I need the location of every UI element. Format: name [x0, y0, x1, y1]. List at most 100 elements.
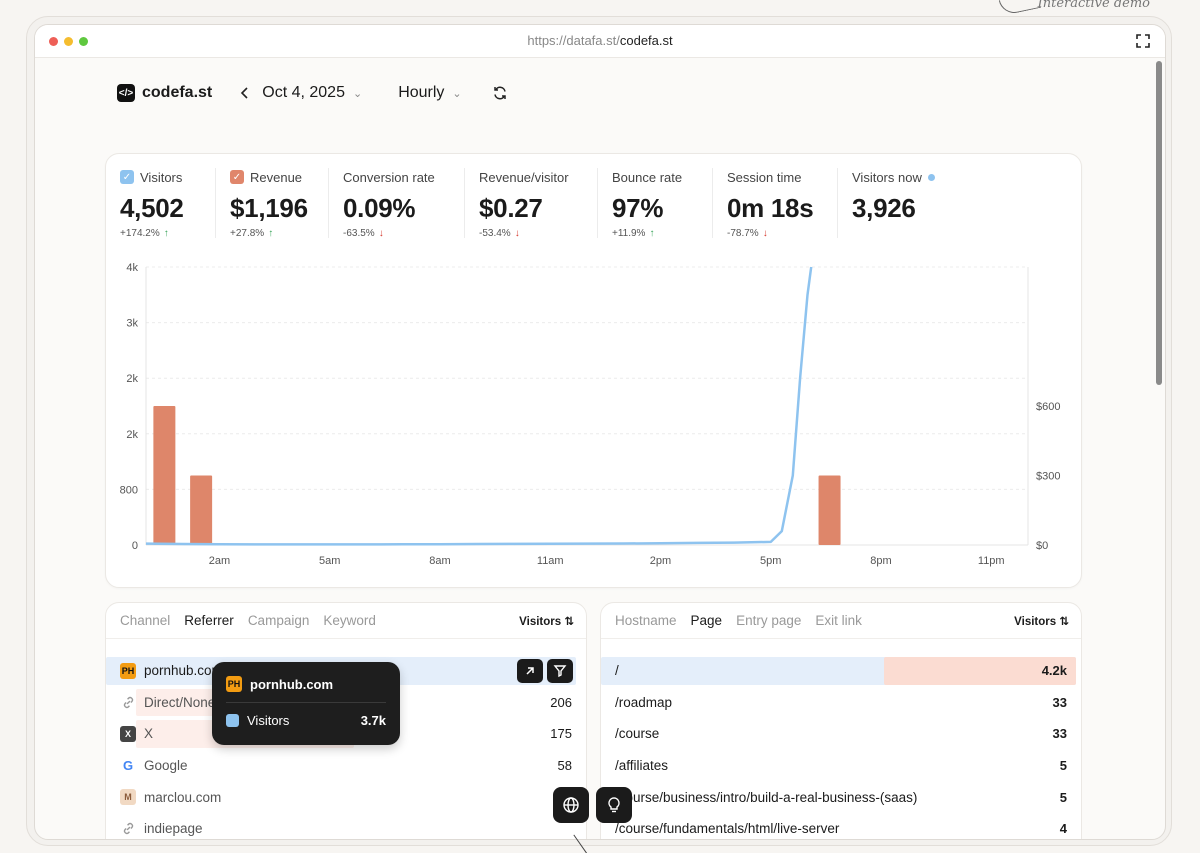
- insights-button[interactable]: [596, 787, 632, 823]
- stat-change: -53.4%: [479, 228, 511, 239]
- sort-visitors-button[interactable]: Visitors ⇅: [519, 616, 574, 628]
- stat-label: Conversion rate: [343, 169, 435, 185]
- stat-value: 0.09%: [343, 193, 416, 223]
- close-window-button[interactable]: [49, 37, 58, 46]
- tab-referrer[interactable]: Referrer: [184, 613, 234, 628]
- marclou-com-favicon-icon: M: [120, 789, 136, 806]
- fullscreen-icon[interactable]: [1135, 33, 1151, 49]
- x-tick-label: 2am: [209, 555, 230, 567]
- globe-button[interactable]: [553, 787, 589, 823]
- open-link-button[interactable]: [517, 659, 543, 683]
- live-dot-icon: [927, 173, 935, 181]
- url-prefix: https://datafa.st/: [527, 33, 620, 48]
- referrer-tooltip: PH pornhub.com Visitors 3.7k: [212, 662, 400, 745]
- x-tick-label: 8am: [429, 555, 450, 567]
- address-bar[interactable]: https://datafa.st/codefa.st: [35, 33, 1165, 48]
- stat-visitors-now: Visitors now 3,926: [852, 168, 935, 224]
- stat-revenue[interactable]: ✓ Revenue $1,196 +27.8% ↑: [230, 168, 308, 239]
- tab-page[interactable]: Page: [690, 613, 723, 628]
- minimize-window-button[interactable]: [64, 37, 73, 46]
- referrer-label: indiepage: [144, 821, 203, 837]
- referrer-label: marclou.com: [144, 789, 222, 805]
- stat-bounce-rate: Bounce rate 97% +11.9% ↑: [612, 168, 682, 240]
- stat-divider: [837, 168, 838, 238]
- chevron-down-icon: ⌄: [352, 87, 363, 100]
- page-label: /course: [615, 726, 660, 742]
- page-row[interactable]: / 4.2k: [601, 655, 1081, 687]
- google-favicon-icon: G: [122, 758, 134, 774]
- revenue-bar: [153, 406, 176, 545]
- referrer-row[interactable]: indiepage: [106, 813, 586, 839]
- date-label: Oct 4, 2025: [262, 84, 345, 101]
- visitors-revenue-chart[interactable]: 0 800 2k 2k 3k 4k $0 $300 $600 2am 5am 8am 11am 2pm 5p…: [106, 154, 1083, 589]
- page-tabs: Hostname Page Entry page Exit link Visitors …: [601, 603, 1081, 639]
- page-row[interactable]: /roadmap 33: [601, 687, 1081, 719]
- x-tick-label: 5pm: [760, 555, 781, 567]
- filter-button[interactable]: [547, 659, 573, 683]
- tab-entry-page[interactable]: Entry page: [736, 613, 802, 628]
- dashboard: </> codefa.st Oct 4, 2025 ⌄ Hourly ⌄ ✓ Vi…: [35, 58, 1165, 839]
- stat-revenue-visitor: Revenue/visitor $0.27 -53.4% ↓: [479, 168, 569, 240]
- lightbulb-icon: [608, 797, 620, 813]
- y-left-tick-label: 2k: [126, 373, 138, 385]
- stat-change: +174.2%: [120, 228, 160, 239]
- stat-value: 0m 18s: [727, 193, 814, 223]
- interval-selector[interactable]: Hourly ⌄: [398, 84, 461, 102]
- site-logo-icon: </>: [117, 84, 135, 102]
- visitors-swatch-icon: [226, 714, 239, 727]
- page-value: 33: [1052, 694, 1067, 710]
- page-scrollbar[interactable]: [1156, 61, 1162, 385]
- tooltip-metric-label: Visitors: [247, 713, 290, 728]
- dashboard-toolbar: </> codefa.st Oct 4, 2025 ⌄ Hourly ⌄: [117, 82, 508, 104]
- y-right-tick-label: $0: [1036, 540, 1048, 552]
- page-label: /course/fundamentals/html/live-server: [615, 821, 840, 837]
- page-row[interactable]: /course 33: [601, 718, 1081, 750]
- stats-card: ✓ Visitors 4,502 +174.2% ↑ ✓ Revenue $1,196 +2…: [105, 153, 1082, 588]
- stat-session-time: Session time 0m 18s -78.7% ↓: [727, 168, 814, 240]
- checkbox-icon[interactable]: ✓: [230, 170, 244, 184]
- page-row[interactable]: /course/business/intro/build-a-real-busi…: [601, 781, 1081, 813]
- stat-value: $0.27: [479, 193, 543, 223]
- site-selector[interactable]: codefa.st: [142, 84, 213, 101]
- browser-window: https://datafa.st/codefa.st </> codefa.s…: [34, 24, 1166, 840]
- maximize-window-button[interactable]: [79, 37, 88, 46]
- stat-change: +27.8%: [230, 228, 265, 239]
- stat-change: +11.9%: [612, 228, 646, 239]
- tooltip-divider: [226, 702, 386, 703]
- tab-hostname[interactable]: Hostname: [615, 613, 677, 628]
- pornhub-com-favicon-icon: PH: [120, 662, 136, 679]
- tooltip-title: pornhub.com: [250, 676, 334, 692]
- page-list: / 4.2k/roadmap 33/course 33/affiliates 5/cou…: [601, 639, 1081, 839]
- window-controls: [49, 37, 88, 46]
- stat-label: Visitors: [140, 169, 183, 185]
- revenue-row-bar: [884, 657, 1077, 685]
- stat-divider: [597, 168, 598, 238]
- x-tick-label: 5am: [319, 555, 340, 567]
- stat-divider: [712, 168, 713, 238]
- refresh-icon[interactable]: [492, 85, 508, 101]
- tab-channel[interactable]: Channel: [120, 613, 171, 628]
- stat-value: 97%: [612, 193, 664, 223]
- stat-visitors[interactable]: ✓ Visitors 4,502 +174.2% ↑: [120, 168, 184, 239]
- checkbox-icon[interactable]: ✓: [120, 170, 134, 184]
- link-icon: [120, 821, 136, 837]
- arrow-down-icon: ↓: [514, 228, 520, 239]
- stat-change: -78.7%: [727, 228, 759, 239]
- referrer-row[interactable]: G Google 58: [106, 750, 586, 782]
- revenue-bar: [818, 475, 841, 545]
- stat-label: Visitors now: [852, 169, 922, 185]
- page-row[interactable]: /course/fundamentals/html/live-server 4: [601, 813, 1081, 839]
- tab-campaign[interactable]: Campaign: [247, 613, 310, 628]
- referrer-value: 206: [550, 694, 572, 710]
- chevron-down-icon: ⌄: [452, 87, 462, 100]
- sort-visitors-button[interactable]: Visitors ⇅: [1014, 616, 1069, 628]
- tab-exit-link[interactable]: Exit link: [815, 613, 862, 628]
- page-row[interactable]: /affiliates 5: [601, 750, 1081, 782]
- arrow-up-icon: ↑: [163, 228, 169, 239]
- date-picker[interactable]: Oct 4, 2025 ⌄: [262, 84, 362, 102]
- tab-keyword[interactable]: Keyword: [323, 613, 376, 628]
- previous-date-icon[interactable]: [238, 86, 252, 100]
- arrow-up-icon: ↑: [649, 228, 655, 239]
- page-label: /affiliates: [615, 758, 669, 774]
